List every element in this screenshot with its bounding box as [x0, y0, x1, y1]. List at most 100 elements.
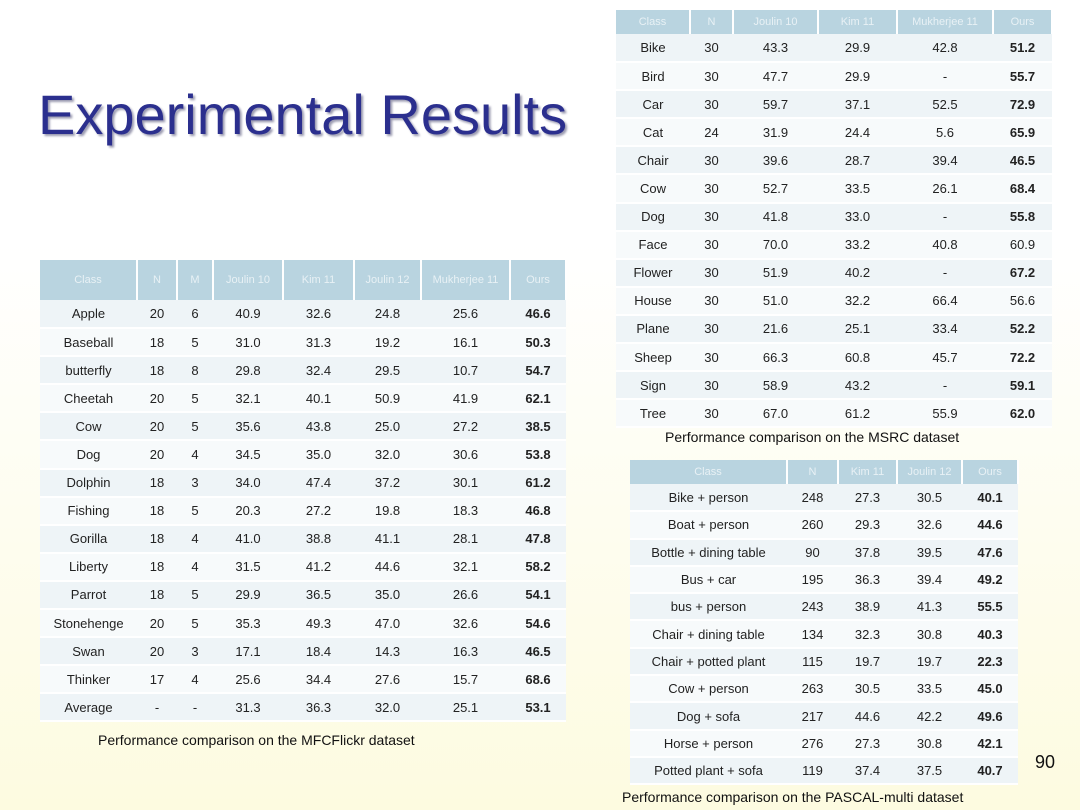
table-cell: 6 [177, 300, 213, 330]
table-cell: 30.8 [897, 729, 962, 758]
table-cell: 45.0 [962, 675, 1018, 704]
table-cell: 51.0 [733, 286, 818, 316]
table-row: Sign 30 58.9 43.2-59.1 [616, 371, 1052, 401]
table-cell: 30 [690, 62, 733, 92]
table-cell: 30 [690, 399, 733, 429]
table-cell: 62.1 [510, 384, 566, 414]
table-cell: 18 [137, 524, 177, 554]
table-cell: 54.7 [510, 356, 566, 386]
table-cell: 27.2 [283, 496, 354, 526]
table-cell: 42.1 [962, 729, 1018, 758]
table-cell: 49.3 [283, 609, 354, 639]
table-cell: 25.6 [421, 300, 510, 330]
table-cell: 39.5 [897, 538, 962, 567]
table-cell: 72.2 [993, 343, 1052, 373]
table-cell: 36.5 [283, 580, 354, 611]
table-cell: 68.4 [993, 174, 1052, 204]
table-cell: 36.3 [283, 693, 354, 723]
table-cell: Face [616, 230, 690, 260]
table-cell: 22.3 [962, 647, 1018, 677]
table-cell: 51.9 [733, 258, 818, 288]
table-cell: 58.9 [733, 371, 818, 401]
table-cell: 55.8 [993, 202, 1052, 232]
table-cell: 31.0 [213, 328, 283, 358]
table-cell: 19.2 [354, 328, 421, 358]
table-cell: 32.6 [421, 609, 510, 639]
table-cell: 31.3 [213, 693, 283, 723]
table-cell: 45.7 [897, 343, 993, 373]
table-row: butterfly 18 8 29.8 32.4 29.5 10.7 54.7 [40, 356, 566, 386]
table-cell: 5 [177, 609, 213, 639]
table-cell: 68.6 [510, 665, 566, 695]
table-cell: 4 [177, 552, 213, 582]
table-cell: 39.6 [733, 146, 818, 176]
table-cell: 18.4 [283, 637, 354, 667]
data-table: Class N M Joulin 10 Kim 11 Joulin 12 Mukherjee… [40, 260, 567, 723]
table-row: Liberty 18 4 31.5 41.2 44.6 32.1 58.2 [40, 552, 566, 582]
table-cell: 31.5 [213, 552, 283, 582]
table-cell: 16.1 [421, 328, 510, 358]
header-cell: Class [40, 260, 138, 300]
table-row: Thinker 17 4 25.6 34.4 27.6 15.7 68.6 [40, 665, 566, 695]
table-cell: 29.9 [818, 34, 897, 64]
table-cell: 20 [137, 384, 177, 414]
table-cell: 217 [787, 702, 838, 731]
table-cell: 67.0 [733, 399, 818, 429]
table-cell: 25.1 [818, 314, 897, 345]
table-cell: 19.7 [838, 647, 897, 677]
data-table: Class N Joulin 10 Kim 11 Mukherjee 11 Ours Bik… [616, 10, 1053, 429]
table-row: Cheetah 20 5 32.1 40.1 50.9 41.9 62.1 [40, 384, 566, 414]
table-cell: 38.8 [283, 524, 354, 554]
table-cell: 55.5 [962, 593, 1018, 622]
table-cell: 40.7 [962, 756, 1018, 786]
table-cell: 44.6 [838, 702, 897, 731]
table-row: Stonehenge 20 5 35.3 49.3 47.0 32.6 54.6 [40, 609, 566, 639]
table-cell: 26.1 [897, 174, 993, 204]
table-cell: bus + person [630, 593, 787, 622]
table-cell: Baseball [40, 328, 137, 358]
table-cell: 18.3 [421, 496, 510, 526]
table-cell: 18 [137, 328, 177, 358]
table-cell: 62.0 [993, 399, 1052, 429]
table-cell: - [897, 202, 993, 232]
table-row: Cow 20 5 35.6 43.8 25.0 27.2 38.5 [40, 412, 566, 442]
header-row: Class N Kim 11 Joulin 12 Ours [630, 460, 1019, 484]
table-cell: 32.0 [354, 440, 421, 470]
header-cell: Kim 11 [283, 260, 355, 300]
header-cell: Kim 11 [838, 460, 898, 484]
table-cell: 30.1 [421, 468, 510, 498]
table-row: Cat 24 31.9 24.4 5.6 65.9 [616, 118, 1052, 148]
table-cell: 25.0 [354, 412, 421, 442]
table-row: Chair 30 39.6 28.7 39.4 46.5 [616, 146, 1052, 176]
table-cell: 34.0 [213, 468, 283, 498]
table-cell: 47.0 [354, 609, 421, 639]
table-cell: 47.8 [510, 524, 566, 554]
table-cell: 59.1 [993, 371, 1052, 401]
table-cell: 3 [177, 637, 213, 667]
table-cell: 39.4 [897, 146, 993, 176]
table-cell: 26.6 [421, 580, 510, 611]
table-row: Flower 30 51.9 40.2-67.2 [616, 258, 1052, 288]
table-cell: 34.4 [283, 665, 354, 695]
table-cell: 32.0 [354, 693, 421, 723]
table-cell: 27.2 [421, 412, 510, 442]
header-cell: Ours [510, 260, 567, 300]
data-table: Class N Kim 11 Joulin 12 Ours Bike + person 24… [630, 460, 1019, 786]
table-row: Bus + car 195 36.3 39.4 49.2 [630, 565, 1018, 595]
table-cell: 4 [177, 665, 213, 695]
table-cell: 5 [177, 384, 213, 414]
table-cell: 34.5 [213, 440, 283, 470]
table-cell: Bike + person [630, 484, 787, 513]
header-cell: Mukherjee 11 [897, 10, 994, 34]
table-cell: 14.3 [354, 637, 421, 667]
table-cell: 19.7 [897, 647, 962, 677]
table-cell: 20 [137, 440, 177, 470]
table-cell: 25.6 [213, 665, 283, 695]
table-cell: 31.3 [283, 328, 354, 358]
table-cell: Apple [40, 300, 137, 330]
table-cell: 276 [787, 729, 838, 758]
table-cell: 21.6 [733, 314, 818, 345]
table-row: Sheep 30 66.3 60.8 45.7 72.2 [616, 343, 1052, 373]
header-cell: Joulin 12 [897, 460, 963, 484]
